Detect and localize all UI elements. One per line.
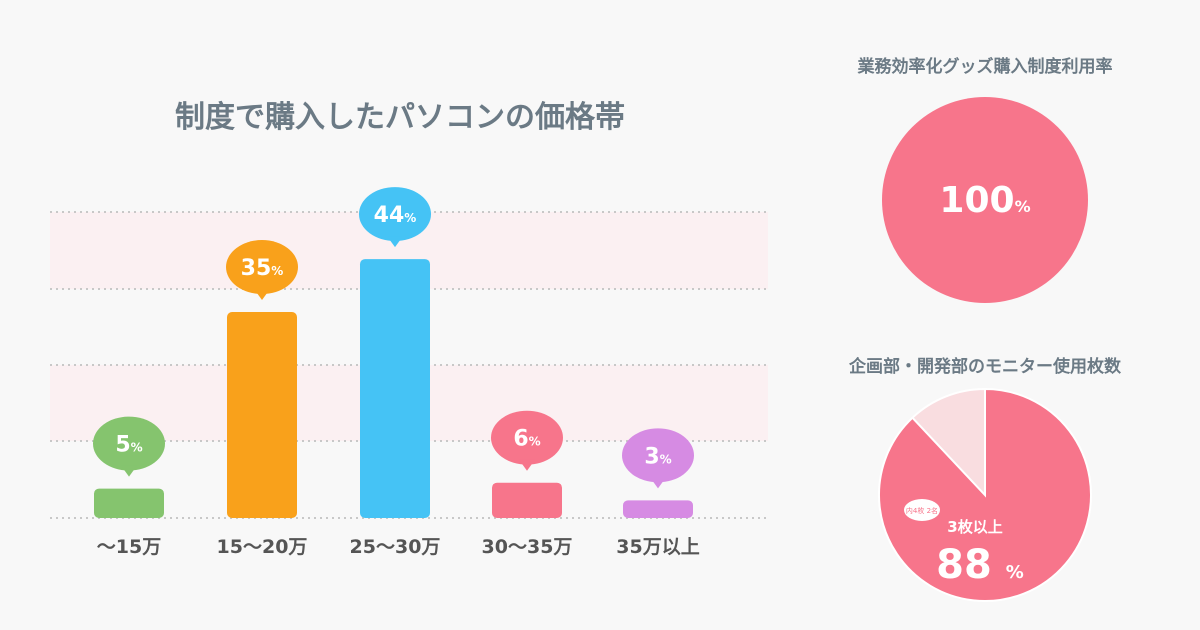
bar <box>492 482 562 518</box>
note-bubble <box>904 499 940 521</box>
data-label: 3% <box>644 444 671 469</box>
bar <box>623 500 693 518</box>
bubble-tail <box>387 236 403 248</box>
x-tick-label: 〜15万 <box>97 536 161 558</box>
bubble-tail <box>519 459 535 471</box>
pie1-title: 業務効率化グッズ購入制度利用率 <box>857 57 1113 77</box>
note-text: 内4枚 2名 <box>906 506 938 515</box>
slice-label: 3枚以上 <box>947 518 1002 536</box>
bubble <box>226 240 298 295</box>
bubble <box>93 416 165 471</box>
bubble-tail <box>254 289 270 301</box>
bar <box>360 259 430 518</box>
x-tick-label: 25〜30万 <box>350 536 441 558</box>
x-tick-label: 30〜35万 <box>482 536 573 558</box>
bubble <box>622 428 694 483</box>
pie1-slice <box>882 97 1088 303</box>
bar <box>227 312 297 518</box>
pie2-slice <box>911 387 986 498</box>
bubble <box>359 187 431 242</box>
x-tick-label: 35万以上 <box>616 536 699 558</box>
bar-chart-title: 制度で購入したパソコンの価格帯 <box>175 100 625 135</box>
x-tick-label: 15〜20万 <box>217 536 308 558</box>
bubble <box>491 410 563 465</box>
bubble-tail <box>121 465 137 477</box>
bubble-tail <box>650 477 666 489</box>
bar <box>94 488 164 518</box>
pie2-title: 企画部・開発部のモニター使用枚数 <box>849 357 1121 377</box>
